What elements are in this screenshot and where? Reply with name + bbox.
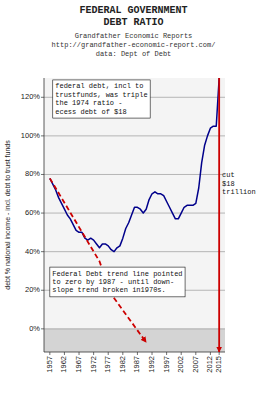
x-tick-label: 1962 — [59, 356, 68, 373]
x-tick-label: 2007 — [191, 356, 200, 373]
subtitle: data: Dept of Debt — [96, 50, 172, 58]
chart: FEDERAL GOVERNMENTDEBT RATIO Grandfather … — [0, 0, 267, 407]
y-tick — [41, 328, 44, 329]
reference-line — [218, 78, 220, 352]
y-tick-label: 40% — [25, 247, 40, 256]
grid-line — [44, 328, 225, 329]
x-tick — [219, 352, 220, 355]
y-tick — [41, 251, 44, 252]
x-tick — [195, 352, 196, 355]
x-tick-label: 2015 — [214, 356, 223, 373]
x-tick — [79, 352, 80, 355]
x-tick-label: 1992 — [147, 356, 156, 373]
title: FEDERAL GOVERNMENT — [79, 5, 187, 16]
y-tick-label: 120% — [21, 92, 41, 101]
grid-line — [44, 135, 225, 136]
x-tick — [93, 352, 94, 355]
subtitle: Grandfather Economic Reports — [75, 32, 193, 40]
y-axis-label: debt % national income - incl. debt to t… — [4, 140, 11, 290]
y-axis-line — [44, 78, 45, 352]
annotation: cut$18trillion — [222, 171, 256, 196]
band — [44, 329, 225, 352]
x-tick-label: 2002 — [176, 356, 185, 373]
x-tick — [152, 352, 153, 355]
x-tick-label: 1987 — [132, 356, 141, 373]
x-tick-label: 1957 — [45, 356, 54, 373]
y-tick-label: 80% — [25, 169, 40, 178]
annotation: Federal Debt trend line pointedto zero b… — [50, 267, 185, 297]
x-tick-label: 1997 — [162, 356, 171, 373]
x-tick-label: 1977 — [103, 356, 112, 373]
plot-marks — [50, 78, 219, 342]
annotation-text: cut$18trillion — [222, 171, 256, 196]
annotation-box — [50, 267, 185, 297]
y-tick — [41, 290, 44, 291]
annotation-text: Federal Debt trend line pointedto zero b… — [52, 270, 182, 295]
y-tick-label: 100% — [21, 131, 41, 140]
x-tick — [122, 352, 123, 355]
subtitle: http://grandfather-economic-report.com/ — [52, 41, 216, 49]
y-tick — [41, 174, 44, 175]
y-tick-label: 0% — [29, 324, 40, 333]
x-tick — [49, 352, 50, 355]
y-tick — [41, 97, 44, 98]
y-tick-label: 20% — [25, 285, 40, 294]
x-tick-label: 1972 — [89, 356, 98, 373]
x-tick — [108, 352, 109, 355]
x-tick — [210, 352, 211, 355]
x-tick — [181, 352, 182, 355]
annotation: federal debt, incl totrustfunds, was tri… — [53, 80, 150, 118]
x-tick-label: 2012 — [205, 356, 214, 373]
x-tick-label: 1967 — [74, 356, 83, 373]
series-line — [50, 78, 219, 252]
x-tick — [166, 352, 167, 355]
y-tick-label: 60% — [25, 208, 40, 217]
x-tick — [64, 352, 65, 355]
annotation-text: federal debt, incl totrustfunds, was tri… — [55, 82, 147, 115]
x-tick-label: 1982 — [118, 356, 127, 373]
title: DEBT RATIO — [103, 17, 163, 28]
grid-line — [44, 174, 225, 175]
y-tick — [41, 135, 44, 136]
annotation-box — [53, 80, 150, 118]
y-tick — [41, 213, 44, 214]
x-tick — [137, 352, 138, 355]
plot-background — [44, 78, 225, 352]
x-axis-line — [44, 352, 225, 353]
series-line — [50, 178, 146, 342]
grid-line — [44, 251, 225, 252]
